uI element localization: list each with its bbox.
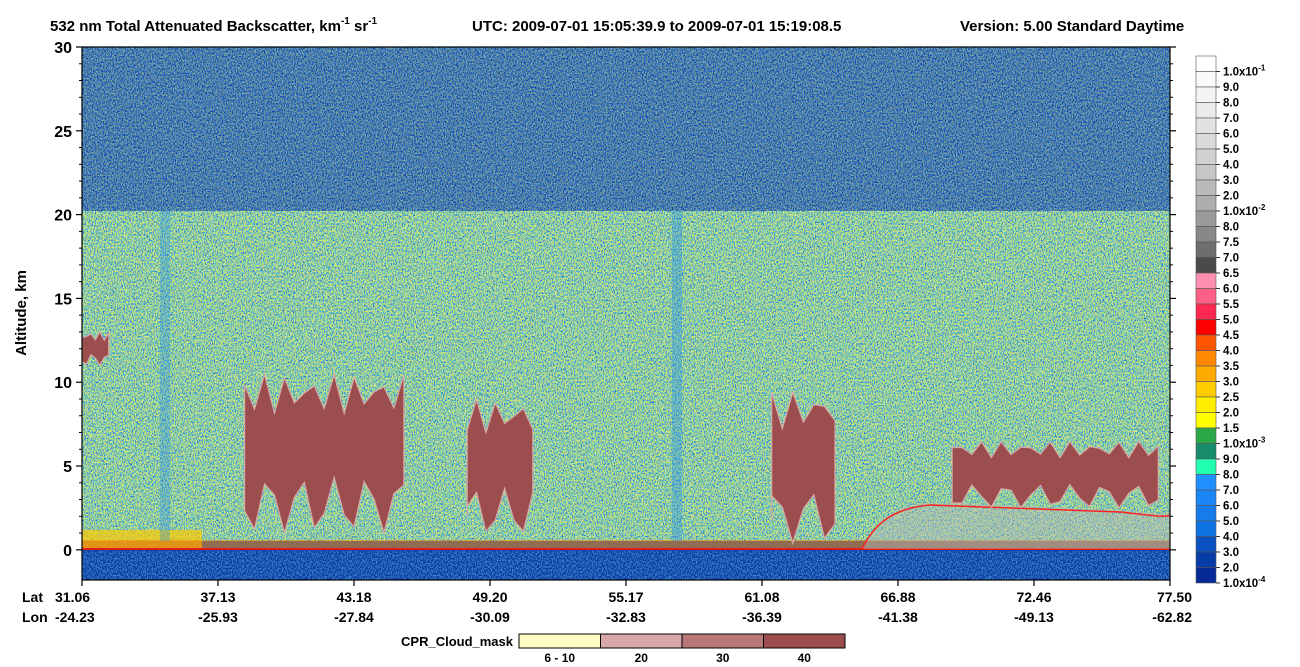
lon-tick-label: -49.13: [1014, 609, 1054, 625]
lat-tick-label: 55.17: [608, 589, 643, 605]
chart-title: 532 nm Total Attenuated Backscatter, km-…: [50, 16, 1184, 35]
cloud-mask-layer: [82, 330, 1159, 546]
x-axis: 31.06 -24.23 37.13 -25.93 43.18 -27.84 49.20 -3…: [55, 580, 1192, 625]
y-tick-label: 10: [54, 375, 72, 392]
lat-tick-label: 72.46: [1016, 589, 1051, 605]
lon-tick-label: -62.82: [1152, 609, 1192, 625]
lon-tick-label: -24.23: [55, 609, 95, 625]
y-tick-label: 25: [54, 124, 72, 141]
lat-tick-label: 77.50: [1157, 589, 1192, 605]
cloud-2: [243, 372, 405, 536]
title-sup-2: -1: [368, 16, 377, 27]
title-version: Version: 5.00 Standard Daytime: [960, 18, 1184, 35]
lon-tick-label: -32.83: [606, 609, 646, 625]
lat-row-label: Lat: [22, 589, 43, 605]
cloud-3: [466, 397, 534, 533]
cloud-1: [82, 330, 110, 367]
title-sup-1: -1: [341, 16, 350, 27]
y-axis: 0 5 10 15 20 25 30: [54, 40, 1176, 560]
y-tick-label: 20: [54, 208, 72, 225]
lat-tick-label: 49.20: [472, 589, 507, 605]
lon-tick-label: -36.39: [742, 609, 782, 625]
lon-tick-label: -27.84: [334, 609, 374, 625]
cloud-5: [951, 440, 1159, 510]
lat-tick-label: 43.18: [336, 589, 371, 605]
y-tick-label: 0: [63, 543, 72, 560]
y-axis-label: Altitude, km: [13, 270, 30, 356]
lat-tick-label: 61.08: [744, 589, 779, 605]
lon-row-label: Lon: [22, 609, 48, 625]
y-tick-label: 15: [54, 291, 72, 308]
title-utc: UTC: 2009-07-01 15:05:39.9 to 2009-07-01…: [472, 18, 841, 35]
lon-tick-label: -30.09: [470, 609, 510, 625]
lon-tick-label: -25.93: [198, 609, 238, 625]
svg-text:532 nm Total Attenuated Backsc: 532 nm Total Attenuated Backscatter, km-…: [50, 16, 378, 35]
title-main: 532 nm Total Attenuated Backscatter, km: [50, 18, 341, 35]
title-mid: sr: [350, 18, 369, 35]
backscatter-field: [82, 47, 1170, 580]
lon-tick-label: -41.38: [878, 609, 918, 625]
y-tick-label: 5: [63, 459, 72, 476]
lat-tick-label: 31.06: [55, 589, 90, 605]
lat-tick-label: 66.88: [880, 589, 915, 605]
cloud-4: [771, 390, 836, 546]
y-tick-label: 30: [54, 40, 72, 57]
lat-tick-label: 37.13: [200, 589, 235, 605]
